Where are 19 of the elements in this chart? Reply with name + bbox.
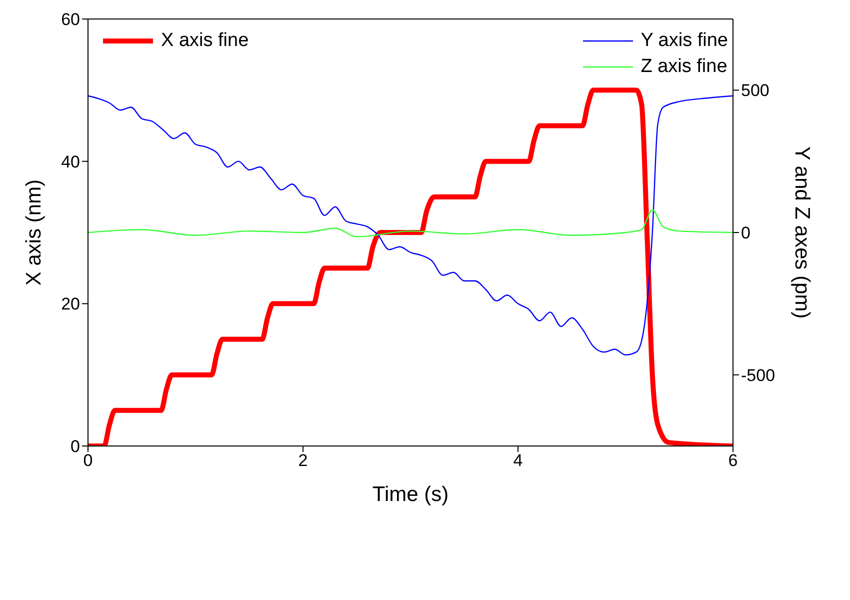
x-tick-label: 0: [83, 451, 93, 470]
line-series: [88, 95, 733, 356]
legend-label: X axis fine: [161, 30, 249, 52]
line-series: [88, 209, 733, 238]
x-tick-label: 4: [513, 451, 523, 470]
y2-tick-label: 0: [741, 224, 750, 243]
y-axis-title: X axis (nm): [22, 179, 46, 286]
y2-tick-label: 500: [741, 81, 770, 100]
y-tick-label: 20: [61, 294, 80, 314]
y-tick-label: 0: [70, 437, 80, 456]
legend-label: Y axis fine: [640, 30, 728, 52]
y-tick-label: 60: [61, 10, 80, 30]
legend-label: Z axis fine: [640, 56, 728, 78]
y-tick-label: 40: [61, 152, 80, 172]
x-tick-label: 2: [298, 451, 308, 470]
x-tick-label: 6: [728, 451, 738, 470]
y2-tick-label: -500: [741, 366, 776, 385]
x-axis-title: Time (s): [372, 483, 449, 506]
y2-axis-title: Y and Z axes (pm): [790, 146, 814, 319]
